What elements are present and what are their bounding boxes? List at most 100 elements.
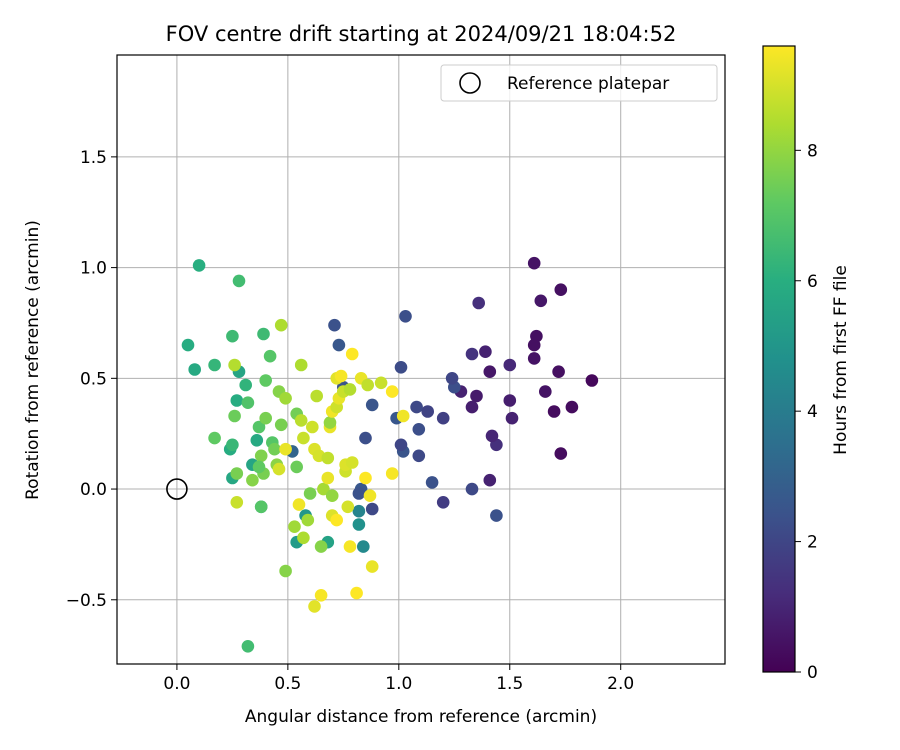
scatter-point <box>301 513 315 527</box>
scatter-point <box>470 389 483 403</box>
scatter-point <box>226 438 239 452</box>
scatter-point <box>352 487 366 500</box>
scatter-point <box>547 405 561 418</box>
scatter-point <box>259 374 273 387</box>
scatter-point <box>343 383 357 396</box>
colorbar-tick-label: 8 <box>807 141 818 161</box>
scatter-point <box>279 442 292 456</box>
x-axis-ticks: 0.0 0.5 1.0 1.5 2.0 <box>163 664 634 694</box>
scatter-point <box>503 358 517 372</box>
scatter-point <box>310 389 324 403</box>
scatter-point <box>345 347 359 361</box>
scatter-point <box>554 447 568 460</box>
scatter-point <box>565 400 579 414</box>
y-axis-label: Rotation from reference (arcmin) <box>23 220 43 500</box>
scatter-point <box>490 509 503 522</box>
scatter-point <box>252 420 266 434</box>
scatter-point <box>352 504 366 518</box>
colorbar-gradient <box>763 46 795 672</box>
scatter-point <box>208 431 221 445</box>
grid <box>117 55 725 664</box>
scatter-point <box>503 394 517 407</box>
scatter-point <box>306 420 319 434</box>
scatter-point <box>188 363 201 376</box>
scatter-point <box>228 358 241 372</box>
scatter-point <box>341 500 355 514</box>
scatter-point <box>534 294 548 308</box>
scatter-point <box>226 329 239 343</box>
scatter-point <box>192 259 206 272</box>
x-tick-label: 1.5 <box>496 674 523 694</box>
x-tick-label: 0.0 <box>163 674 190 694</box>
scatter-point <box>308 600 321 613</box>
scatter-point <box>268 442 281 456</box>
scatter-point <box>585 374 599 387</box>
scatter-point <box>334 369 348 383</box>
scatter-point <box>254 500 268 514</box>
y-tick-label: 0.5 <box>80 369 107 389</box>
scatter-point <box>485 429 499 443</box>
scatter-point <box>552 365 565 379</box>
scatter-point <box>321 471 335 485</box>
scatter-point <box>554 283 568 297</box>
scatter-point <box>241 396 255 410</box>
scatter-point <box>330 513 344 527</box>
scatter-point <box>465 482 479 496</box>
legend: Reference platepar <box>440 64 718 102</box>
scatter-point <box>359 471 372 485</box>
scatter-point <box>259 411 273 425</box>
scatter-point <box>399 310 412 323</box>
scatter-points <box>181 256 599 653</box>
scatter-point <box>279 392 292 405</box>
scatter-point <box>365 502 379 516</box>
scatter-point <box>230 467 244 480</box>
scatter-point <box>412 449 426 463</box>
scatter-point <box>272 462 286 476</box>
scatter-point <box>527 256 541 270</box>
scatter-point <box>363 489 377 503</box>
scatter-point <box>445 372 459 385</box>
scatter-point <box>352 518 366 531</box>
scatter-point <box>365 560 379 573</box>
scatter-point <box>357 540 370 553</box>
scatter-point <box>228 409 241 423</box>
scatter-point <box>294 414 308 427</box>
scatter-point <box>230 394 244 407</box>
scatter-point <box>421 405 435 418</box>
scatter-point <box>314 589 328 602</box>
scatter-point <box>374 376 388 390</box>
scatter-point <box>483 473 497 487</box>
scatter-point <box>332 338 346 352</box>
scatter-point <box>314 540 328 553</box>
scatter-point <box>345 456 359 469</box>
y-tick-label: −0.5 <box>66 591 107 611</box>
scatter-point <box>232 274 246 288</box>
scatter-point <box>365 398 379 412</box>
colorbar-frame <box>762 45 796 673</box>
scatter-point <box>425 476 439 489</box>
scatter-point <box>479 345 492 359</box>
y-tick-label: 1.5 <box>80 148 107 168</box>
scatter-point <box>472 296 486 310</box>
scatter-point <box>483 365 497 379</box>
scatter-point <box>323 416 337 429</box>
x-tick-label: 1.0 <box>385 674 412 694</box>
scatter-point <box>181 338 195 352</box>
scatter-point <box>288 520 301 533</box>
scatter-point <box>297 531 310 545</box>
scatter-point <box>328 318 341 332</box>
scatter-point <box>321 451 335 465</box>
scatter-point <box>230 496 244 509</box>
scatter-point <box>394 361 408 374</box>
scatter-point <box>246 473 259 487</box>
legend-box <box>440 64 718 102</box>
scatter-point <box>317 482 330 496</box>
scatter-point <box>303 487 317 500</box>
scatter-point <box>254 449 268 463</box>
scatter-point <box>250 434 264 447</box>
y-axis-ticks: −0.5 0.0 0.5 1.0 1.5 <box>66 148 117 611</box>
scatter-point <box>394 438 408 452</box>
scatter-point <box>436 496 450 509</box>
scatter-point <box>505 411 519 425</box>
